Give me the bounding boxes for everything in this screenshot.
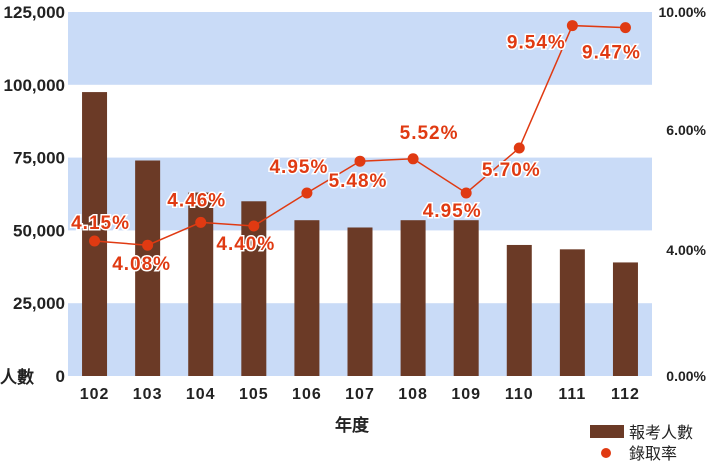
rate-label-105: 4.40% — [216, 234, 275, 255]
y-right-tick: 4.00% — [666, 242, 706, 258]
rate-point-108 — [407, 153, 419, 165]
bar-112 — [612, 262, 638, 376]
bar-103 — [135, 160, 161, 376]
x-axis-ticks: 102 103 104 105 106 107 108 109 110 111 112 — [80, 386, 640, 403]
x-tick: 106 — [292, 386, 322, 403]
y-left-tick: 75,000 — [13, 149, 65, 168]
rate-label-103: 4.08% — [112, 254, 171, 275]
rate-label-112: 9.47% — [582, 43, 641, 64]
bar-109 — [453, 220, 479, 376]
legend-bar-swatch — [590, 425, 624, 438]
legend-line-swatch — [601, 448, 611, 458]
y-right-tick: 6.00% — [666, 122, 706, 138]
y-left-tick: 125,000 — [4, 3, 65, 22]
rate-label-102: 4.15% — [71, 213, 130, 234]
y-left-tick: 25,000 — [13, 294, 65, 313]
rate-point-105 — [248, 220, 260, 232]
bar-102 — [82, 92, 108, 376]
rate-data-labels: 4.15%4.08%4.46%4.40%4.95%5.48%5.52%4.95%… — [70, 31, 642, 277]
rate-label-104: 4.46% — [167, 190, 226, 211]
legend-line-label: 錄取率 — [629, 444, 677, 463]
x-axis-title: 年度 — [335, 415, 370, 436]
rate-point-104 — [195, 216, 207, 228]
bar-series — [82, 92, 638, 376]
grid-band — [68, 157, 652, 231]
x-tick: 107 — [345, 386, 375, 403]
rate-label-111: 9.54% — [507, 33, 566, 54]
x-tick: 105 — [239, 386, 269, 403]
rate-label-106: 4.95% — [269, 157, 328, 178]
y-left-axis-title: 人數 — [0, 367, 34, 388]
rate-point-109 — [460, 187, 472, 199]
rate-point-112 — [619, 22, 631, 34]
legend: 報考人數 錄取率 — [590, 423, 693, 463]
bar-111 — [559, 249, 585, 376]
grid-band — [68, 12, 652, 85]
x-tick: 104 — [186, 386, 216, 403]
rate-label-107: 5.48% — [329, 171, 388, 192]
bar-106 — [294, 220, 320, 376]
rate-point-110 — [513, 142, 525, 154]
x-tick: 108 — [398, 386, 428, 403]
right-axis-ticks: 0.00% 4.00% 6.00% 10.00% — [659, 4, 707, 384]
bar-108 — [400, 220, 426, 376]
x-tick: 112 — [611, 386, 640, 403]
left-axis-ticks: 0 25,000 50,000 75,000 100,000 125,000 — [4, 3, 65, 386]
rate-point-103 — [142, 239, 154, 251]
y-left-tick: 100,000 — [4, 76, 65, 95]
rate-label-108: 5.52% — [400, 123, 459, 144]
y-right-tick: 10.00% — [659, 4, 707, 20]
rate-point-102 — [89, 235, 101, 247]
y-left-tick: 50,000 — [13, 221, 65, 240]
rate-point-106 — [301, 187, 313, 199]
x-tick: 110 — [505, 386, 534, 403]
x-tick: 102 — [80, 386, 110, 403]
legend-bar-label: 報考人數 — [629, 423, 693, 442]
x-tick: 111 — [558, 386, 586, 403]
rate-label-109: 4.95% — [423, 201, 482, 222]
y-left-tick: 0 — [56, 367, 65, 386]
bar-110 — [506, 244, 532, 376]
bar-107 — [347, 227, 373, 376]
x-tick: 103 — [133, 386, 163, 403]
rate-line-series — [89, 20, 631, 251]
rate-label-110: 5.70% — [482, 160, 541, 181]
rate-point-111 — [566, 20, 578, 32]
x-tick: 109 — [451, 386, 481, 403]
y-right-tick: 0.00% — [666, 368, 706, 384]
rate-point-107 — [354, 155, 366, 167]
